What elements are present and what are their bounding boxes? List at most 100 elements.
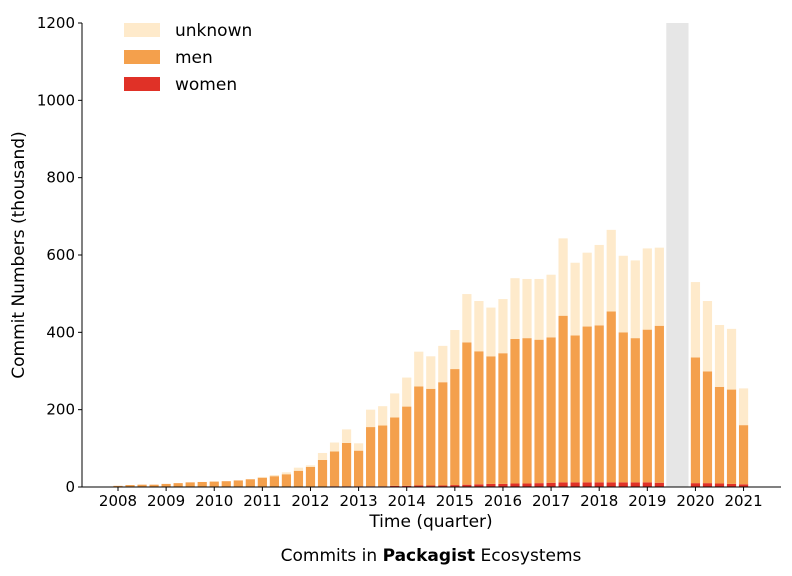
bar-women-2017-Q3 [570, 482, 580, 487]
bar-men-2017-Q3 [570, 335, 580, 483]
bar-women-2015-Q1 [450, 485, 460, 487]
bar-women-2018-Q2 [606, 482, 616, 487]
bar-men-2013-Q3 [378, 425, 388, 487]
legend-label-men: men [175, 48, 213, 68]
x-tick-label-2021: 2021 [724, 492, 762, 510]
bar-men-2009-Q2 [173, 483, 183, 487]
bar-men-2008-Q1 [113, 485, 123, 487]
x-tick-label-2010: 2010 [195, 492, 233, 510]
x-tick-label-2008: 2008 [99, 492, 137, 510]
bar-men-2008-Q2 [125, 485, 135, 487]
bar-men-2021-Q1 [738, 425, 749, 485]
bar-men-2018-Q2 [606, 311, 616, 483]
x-tick-label-2015: 2015 [436, 492, 474, 510]
bar-unknown-2018-Q3 [618, 255, 628, 333]
bar-men-2012-Q4 [341, 442, 352, 487]
bar-unknown-2020-Q2 [702, 301, 713, 372]
bar-men-2011-Q2 [269, 476, 279, 487]
bar-women-2016-Q1 [498, 483, 508, 487]
bar-men-2010-Q3 [233, 480, 243, 487]
bar-men-2016-Q4 [534, 339, 544, 484]
bar-women-2020-Q1 [690, 483, 701, 487]
bar-men-2009-Q3 [185, 482, 195, 487]
bar-men-2019-Q2 [654, 325, 664, 483]
bar-men-2018-Q3 [618, 332, 628, 483]
bar-unknown-2013-Q2 [366, 409, 376, 428]
bar-unknown-2012-Q3 [329, 442, 340, 452]
bar-men-2010-Q2 [221, 481, 231, 487]
bar-unknown-2018-Q2 [606, 229, 616, 312]
bar-unknown-2011-Q3 [281, 472, 292, 475]
bar-unknown-2019-Q1 [642, 248, 652, 330]
bar-men-2010-Q1 [209, 481, 219, 487]
caption-prefix: Commits in [280, 546, 383, 566]
bar-men-2008-Q4 [149, 484, 159, 487]
x-tick-label-2019: 2019 [628, 492, 666, 510]
bar-unknown-2015-Q2 [462, 294, 472, 343]
y-tick-label-800: 800 [46, 169, 75, 187]
bar-women-2016-Q2 [510, 483, 520, 487]
x-tick-label-2017: 2017 [532, 492, 570, 510]
bar-men-2012-Q1 [305, 466, 316, 487]
bar-women-2018-Q4 [630, 482, 640, 487]
chart-caption: Commits in Packagist Ecosystems [0, 546, 792, 566]
bar-men-2019-Q1 [642, 329, 652, 483]
bar-women-2017-Q2 [558, 482, 568, 487]
bar-women-2014-Q2 [414, 485, 424, 487]
bar-women-2015-Q3 [474, 484, 484, 487]
bar-unknown-2014-Q4 [438, 345, 448, 383]
y-tick-label-1000: 1000 [37, 91, 75, 109]
bar-unknown-2016-Q3 [522, 278, 532, 339]
x-tick-label-2014: 2014 [388, 492, 426, 510]
bar-women-2018-Q1 [594, 482, 604, 487]
bar-unknown-2011-Q1 [257, 476, 267, 478]
bar-men-2009-Q1 [161, 483, 171, 487]
x-tick-label-2009: 2009 [147, 492, 185, 510]
bar-women-2019-Q1 [642, 482, 652, 487]
bar-women-2016-Q3 [522, 483, 532, 487]
bar-men-2020-Q3 [714, 386, 725, 484]
bar-men-2020-Q1 [690, 357, 701, 484]
bar-unknown-2017-Q3 [570, 262, 580, 336]
legend-swatch-men [124, 50, 160, 64]
y-tick-label-1200: 1200 [37, 14, 75, 32]
bar-men-2014-Q3 [426, 388, 436, 486]
bar-women-2020-Q4 [726, 483, 737, 487]
legend-label-unknown: unknown [175, 21, 252, 41]
bar-unknown-2014-Q1 [402, 377, 412, 407]
bar-men-2017-Q1 [546, 337, 556, 483]
bar-men-2011-Q4 [293, 470, 304, 487]
missing-data-band [666, 23, 689, 487]
bar-men-2013-Q1 [354, 450, 364, 487]
bar-men-2014-Q1 [402, 406, 412, 486]
x-tick-label-2020: 2020 [676, 492, 714, 510]
bar-unknown-2012-Q2 [317, 452, 328, 460]
bar-men-2013-Q2 [366, 427, 376, 487]
legend-swatch-women [124, 77, 160, 91]
bar-unknown-2015-Q4 [486, 307, 496, 357]
bar-unknown-2016-Q4 [534, 278, 544, 340]
bar-unknown-2011-Q4 [293, 467, 304, 471]
x-tick-label-2013: 2013 [340, 492, 378, 510]
bar-women-2017-Q4 [582, 482, 592, 487]
bar-women-2020-Q2 [702, 483, 713, 487]
x-tick-label-2012: 2012 [291, 492, 329, 510]
bar-unknown-2019-Q2 [654, 247, 664, 326]
bar-women-2020-Q3 [714, 483, 725, 487]
bar-unknown-2017-Q1 [546, 274, 556, 338]
legend: unknown men women [124, 21, 252, 95]
bar-men-2018-Q1 [594, 325, 604, 483]
bar-unknown-2021-Q1 [738, 388, 749, 426]
bar-women-2014-Q4 [438, 485, 448, 487]
bar-women-2014-Q3 [426, 485, 436, 487]
legend-swatch-unknown [124, 23, 160, 37]
bar-women-2014-Q1 [402, 485, 412, 487]
bar-men-2016-Q2 [510, 338, 520, 484]
bar-women-2015-Q2 [462, 484, 472, 487]
bar-men-2010-Q4 [245, 479, 255, 487]
caption-ecosystem-name: Packagist [382, 546, 476, 566]
bar-men-2015-Q2 [462, 342, 472, 485]
bar-unknown-2013-Q3 [378, 406, 388, 426]
x-tick-label-2018: 2018 [580, 492, 618, 510]
